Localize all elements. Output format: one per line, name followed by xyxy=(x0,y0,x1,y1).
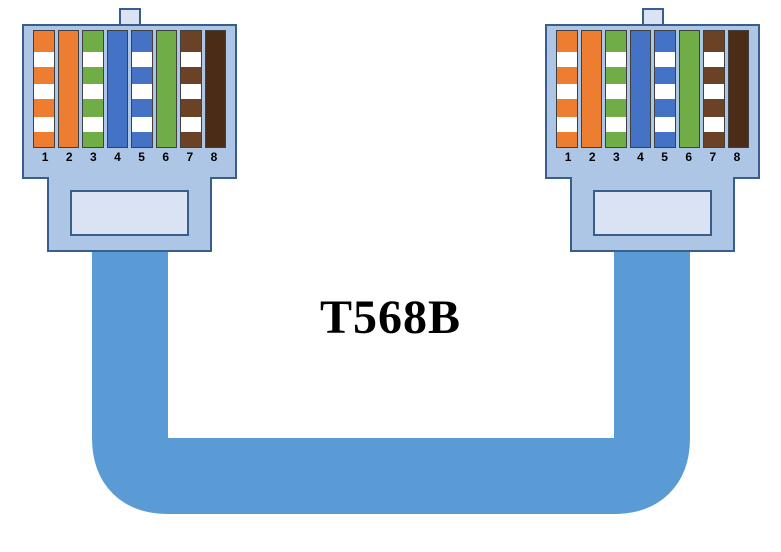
wire-stripe xyxy=(557,52,577,67)
pin-number: 4 xyxy=(105,150,129,164)
wire-stripe xyxy=(83,52,103,67)
pin-number: 7 xyxy=(701,150,725,164)
wire-group-right xyxy=(556,30,749,148)
wire-group-left xyxy=(33,30,226,148)
pin-number: 5 xyxy=(130,150,154,164)
wire-stripe xyxy=(132,52,152,67)
pin-number: 8 xyxy=(202,150,226,164)
pin-number: 1 xyxy=(33,150,57,164)
pin-number: 6 xyxy=(677,150,701,164)
pin-number: 3 xyxy=(81,150,105,164)
wire-stripe xyxy=(655,84,675,99)
wire-stripe xyxy=(181,84,201,99)
wire xyxy=(107,30,129,148)
wire-stripe xyxy=(704,52,724,67)
pin-number: 4 xyxy=(628,150,652,164)
wire-stripe xyxy=(34,52,54,67)
pin-number: 7 xyxy=(178,150,202,164)
wire xyxy=(205,30,227,148)
wire xyxy=(728,30,750,148)
pin-number: 2 xyxy=(57,150,81,164)
pin-number: 6 xyxy=(154,150,178,164)
wire-stripe xyxy=(606,117,626,132)
pin-number: 1 xyxy=(556,150,580,164)
wire-stripe xyxy=(557,84,577,99)
wire-stripe xyxy=(557,117,577,132)
wire-stripe xyxy=(83,84,103,99)
wire xyxy=(156,30,178,148)
pin-numbers-right: 12345678 xyxy=(556,150,749,164)
wire-stripe xyxy=(704,117,724,132)
wire xyxy=(180,30,202,148)
wire xyxy=(82,30,104,148)
standard-label: T568B xyxy=(320,290,461,345)
wire-stripe xyxy=(606,52,626,67)
wire-stripe xyxy=(34,84,54,99)
wire xyxy=(581,30,603,148)
wire xyxy=(58,30,80,148)
wire-stripe xyxy=(181,52,201,67)
connector-window xyxy=(70,190,189,236)
wire-stripe xyxy=(606,84,626,99)
wire-stripe xyxy=(132,84,152,99)
wire-stripe xyxy=(655,52,675,67)
wire-stripe xyxy=(132,117,152,132)
wire xyxy=(654,30,676,148)
pin-number: 3 xyxy=(604,150,628,164)
pin-number: 2 xyxy=(580,150,604,164)
wire xyxy=(33,30,55,148)
wire-stripe xyxy=(704,84,724,99)
connector-window xyxy=(593,190,712,236)
wire-stripe xyxy=(655,117,675,132)
wire-stripe xyxy=(34,117,54,132)
wire xyxy=(556,30,578,148)
wire xyxy=(703,30,725,148)
wire xyxy=(630,30,652,148)
wire xyxy=(605,30,627,148)
pin-number: 5 xyxy=(653,150,677,164)
wire xyxy=(131,30,153,148)
wire-stripe xyxy=(181,117,201,132)
pin-number: 8 xyxy=(725,150,749,164)
pin-numbers-left: 12345678 xyxy=(33,150,226,164)
wire-stripe xyxy=(83,117,103,132)
wire xyxy=(679,30,701,148)
